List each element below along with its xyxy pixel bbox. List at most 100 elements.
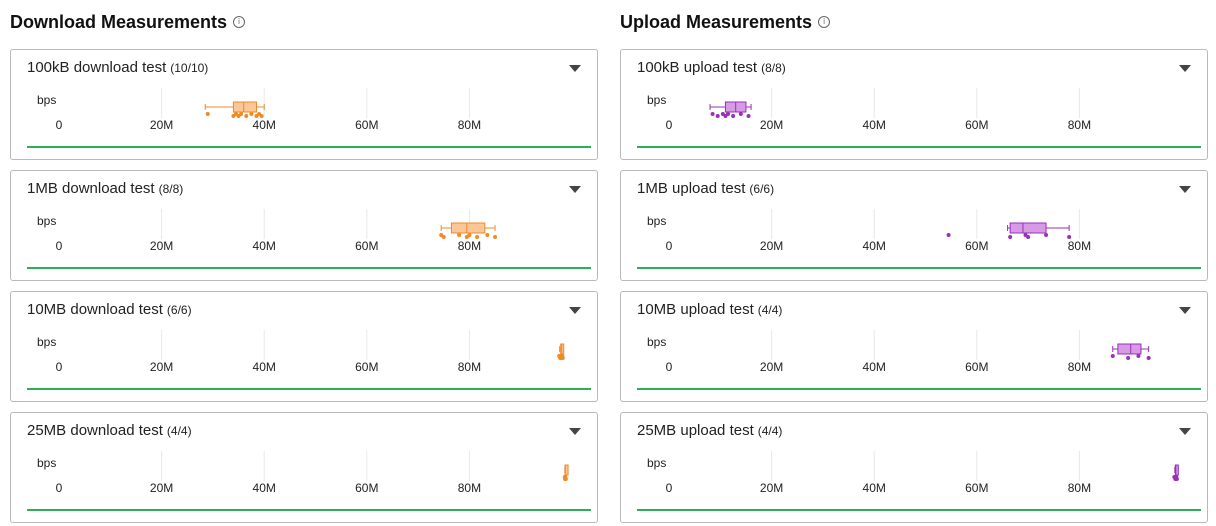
unit-label: bps: [37, 93, 57, 107]
tick-label: 80M: [1068, 481, 1091, 495]
tick-label: 40M: [253, 239, 276, 253]
upload-test-card[interactable]: 10MB upload test (4/4) bps 0 20M 40M 60M 80M: [620, 291, 1208, 402]
tick-label: 80M: [458, 239, 481, 253]
download-test-card[interactable]: 25MB download test (4/4) bps 0 20M 40M 60M 80M: [10, 412, 598, 523]
measurement-point: [1173, 477, 1178, 481]
measurement-point: [236, 114, 241, 118]
measurement-point: [205, 112, 210, 116]
test-label: 1MB download test: [27, 180, 155, 197]
test-card-title: 1MB upload test (6/6): [637, 180, 774, 197]
measurement-point: [738, 112, 743, 116]
tick-label: 0: [56, 118, 63, 132]
tick-label: 80M: [1068, 239, 1091, 253]
measurement-point: [562, 475, 567, 479]
tick-label: 60M: [355, 239, 378, 253]
test-label: 100kB upload test: [637, 59, 758, 76]
unit-label: bps: [647, 93, 667, 107]
test-label: 10MB upload test: [637, 301, 754, 318]
chevron-down-icon[interactable]: [1179, 65, 1191, 72]
test-card-title: 100kB upload test (8/8): [637, 59, 786, 76]
tick-label: 40M: [863, 118, 886, 132]
tick-label: 80M: [458, 481, 481, 495]
chevron-down-icon[interactable]: [1179, 186, 1191, 193]
baseline-bar: [637, 509, 1201, 511]
tick-label: 0: [666, 481, 673, 495]
tick-label: 60M: [965, 481, 988, 495]
test-count: (6/6): [166, 303, 192, 317]
measurement-point: [259, 114, 264, 118]
chevron-down-icon[interactable]: [1179, 428, 1191, 435]
tick-label: 60M: [355, 360, 378, 374]
download-test-card[interactable]: 1MB download test (8/8) bps 0 20M 40M 60M 80M: [10, 170, 598, 281]
iqr-box: [564, 464, 569, 476]
baseline-bar: [637, 267, 1201, 269]
baseline-bar: [27, 509, 591, 511]
download-test-card[interactable]: 100kB download test (10/10) bps 0 20M 40M 60M 8…: [10, 49, 598, 160]
baseline-bar: [637, 388, 1201, 390]
tick-label: 40M: [253, 481, 276, 495]
measurement-point: [559, 356, 564, 360]
measurement-point: [1174, 477, 1179, 481]
measurement-point: [1146, 356, 1151, 360]
measurement-point: [457, 233, 462, 237]
chevron-down-icon[interactable]: [569, 65, 581, 72]
test-count: (8/8): [158, 182, 184, 196]
tick-label: 0: [56, 360, 63, 374]
upload-test-card[interactable]: 25MB upload test (4/4) bps 0 20M 40M 60M 80M: [620, 412, 1208, 523]
tick-label: 40M: [863, 360, 886, 374]
upload-test-card[interactable]: 100kB upload test (8/8) bps 0 20M 40M 60M 80M: [620, 49, 1208, 160]
tick-label: 20M: [150, 118, 173, 132]
tick-label: 0: [56, 239, 63, 253]
measurement-point: [1008, 235, 1013, 239]
tick-label: 60M: [355, 481, 378, 495]
tick-label: 40M: [253, 360, 276, 374]
test-count: (10/10): [170, 61, 209, 75]
measurement-point: [1023, 233, 1028, 237]
unit-label: bps: [37, 214, 57, 228]
upload-title-text: Upload Measurements: [620, 11, 813, 32]
measurement-point: [231, 114, 236, 118]
measurement-point: [946, 233, 951, 237]
measurement-point: [746, 114, 751, 118]
tick-label: 40M: [253, 118, 276, 132]
measurement-point: [1026, 235, 1031, 239]
tick-label: 60M: [965, 239, 988, 253]
unit-label: bps: [647, 456, 667, 470]
test-label: 25MB upload test: [637, 422, 754, 439]
unit-label: bps: [37, 456, 57, 470]
iqr-box: [1117, 343, 1142, 355]
chevron-down-icon[interactable]: [1179, 307, 1191, 314]
measurement-point: [467, 233, 472, 237]
tick-label: 60M: [355, 118, 378, 132]
unit-label: bps: [37, 335, 57, 349]
download-test-card[interactable]: 10MB download test (6/6) bps 0 20M 40M 60M 80M: [10, 291, 598, 402]
chevron-down-icon[interactable]: [569, 428, 581, 435]
tick-label: 20M: [760, 360, 783, 374]
measurement-point: [1136, 354, 1141, 358]
baseline-bar: [27, 146, 591, 148]
measurement-point: [233, 112, 238, 116]
measurement-point: [475, 235, 480, 239]
tick-label: 0: [56, 481, 63, 495]
chevron-down-icon[interactable]: [569, 186, 581, 193]
baseline-bar: [27, 267, 591, 269]
iqr-box: [232, 101, 258, 113]
iqr-box: [450, 222, 486, 234]
measurement-point: [558, 356, 563, 360]
tick-label: 20M: [760, 118, 783, 132]
measurement-point: [441, 235, 446, 239]
info-icon[interactable]: i: [233, 16, 246, 28]
chevron-down-icon[interactable]: [569, 307, 581, 314]
upload-test-card[interactable]: 1MB upload test (6/6) bps 0 20M 40M 60M 80M: [620, 170, 1208, 281]
tick-label: 80M: [458, 118, 481, 132]
unit-label: bps: [647, 335, 667, 349]
info-icon[interactable]: i: [818, 16, 831, 28]
measurement-point: [244, 114, 249, 118]
measurement-point: [563, 477, 568, 481]
measurement-point: [249, 112, 254, 116]
measurement-point: [560, 356, 565, 360]
measurement-point: [239, 112, 244, 116]
tick-label: 80M: [458, 360, 481, 374]
measurement-point: [1067, 235, 1072, 239]
measurement-point: [464, 235, 469, 239]
